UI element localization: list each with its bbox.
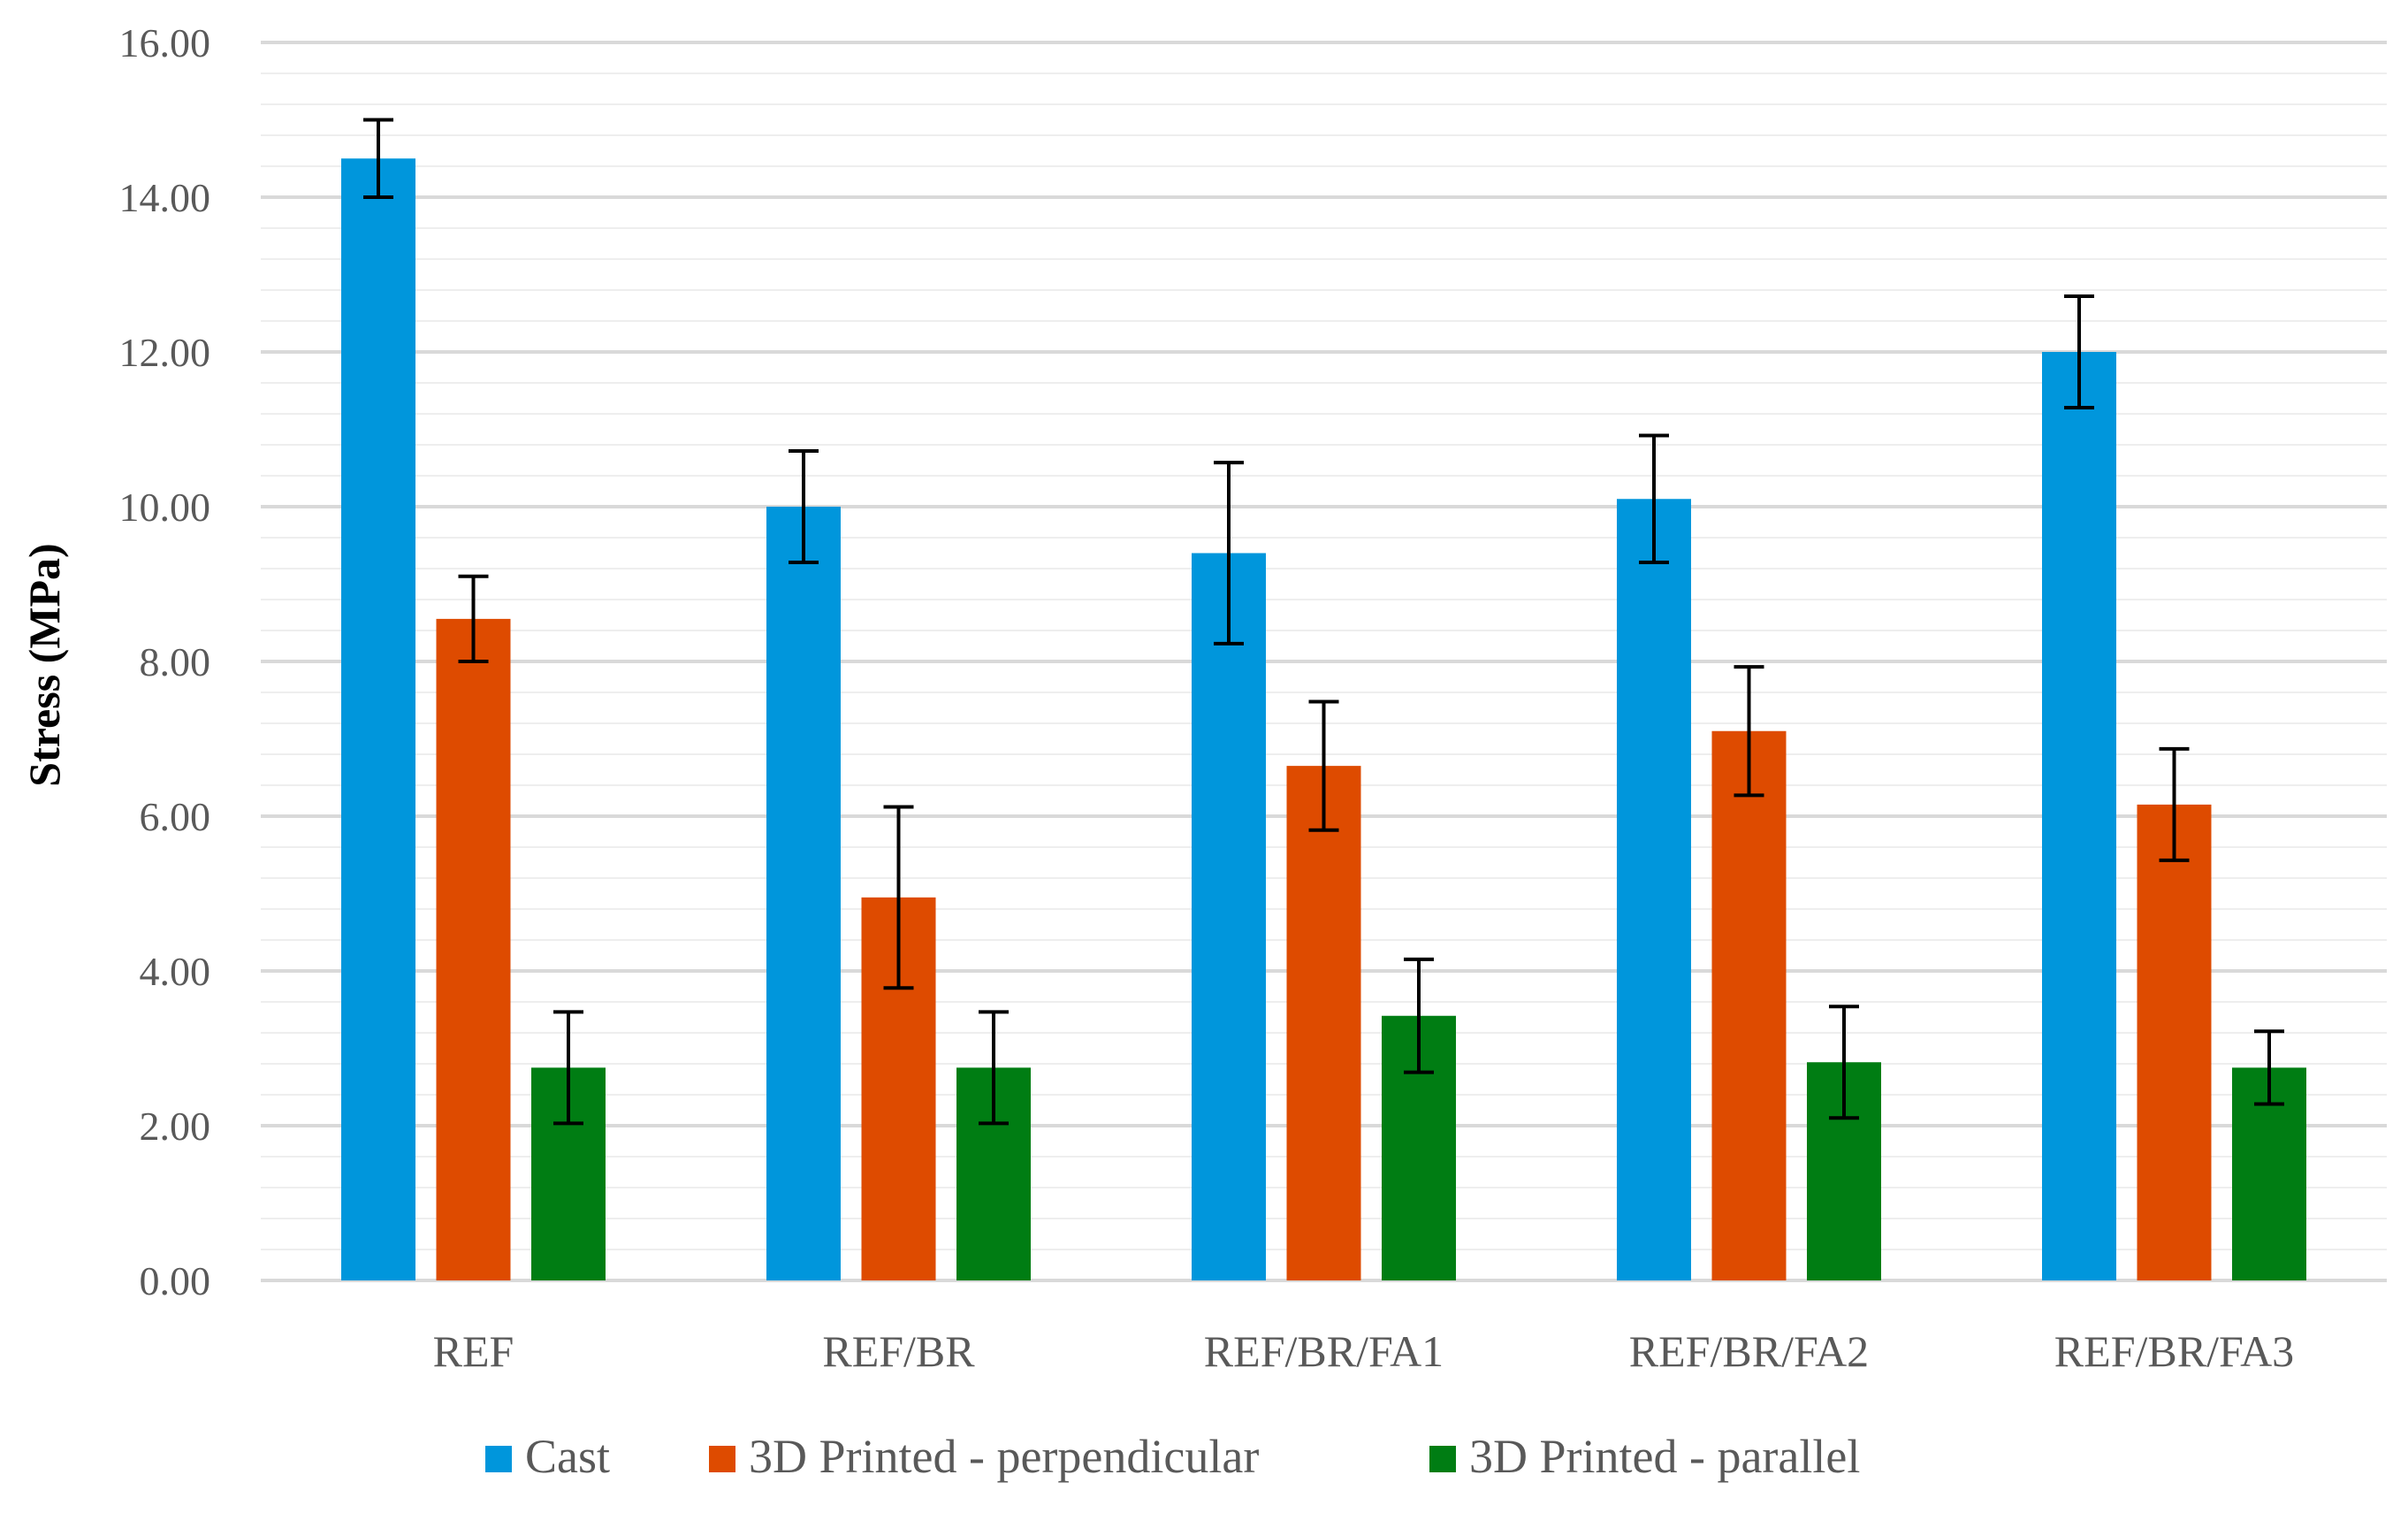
bar-ref-br-fa2-3d-printed-perpendicular (1711, 730, 1787, 1280)
category-label-ref: REF (433, 1326, 514, 1376)
bar-ref-br-fa1-3d-printed-perpendicular (1286, 766, 1361, 1280)
y-tick-label: 12.00 (119, 330, 211, 375)
error-bar-ref-3d-printed-perpendicular (458, 574, 489, 663)
legend-label: 3D Printed - parallel (1469, 1430, 1860, 1483)
y-axis-label: Stress (MPa) (19, 543, 69, 786)
error-bar-ref-br-fa2-cast (1639, 433, 1669, 564)
y-tick-label: 0.00 (140, 1258, 211, 1303)
error-bar-ref-br-fa1-cast (1214, 461, 1244, 646)
y-tick-label: 4.00 (140, 949, 211, 994)
category-label-ref-br: REF/BR (822, 1326, 975, 1376)
category-label-ref-br-fa1: REF/BR/FA1 (1204, 1326, 1444, 1376)
bar-ref-br-fa1-cast (1192, 553, 1266, 1280)
legend-label: Cast (525, 1430, 610, 1483)
error-bar-ref-br-fa1-3d-printed-parallel (1404, 957, 1434, 1074)
error-bar-ref-3d-printed-parallel (553, 1010, 583, 1126)
error-bar-ref-br-3d-printed-perpendicular (883, 805, 914, 990)
bar-ref-br-fa2-cast (1617, 499, 1691, 1280)
error-bar-ref-br-fa2-3d-printed-parallel (1829, 1005, 1859, 1120)
error-bar-ref-br-cast (789, 449, 819, 564)
error-bar-ref-br-fa3-3d-printed-parallel (2254, 1029, 2284, 1106)
x-category-labels: REF REF/BR REF/BR/FA1 REF/BR/FA2 REF/BR/FA3 (433, 1326, 2295, 1376)
bars (341, 158, 2306, 1280)
y-tick-label: 6.00 (140, 794, 211, 839)
error-bar-ref-br-fa3-3d-printed-perpendicular (2159, 746, 2190, 862)
legend-item-3d-printed-parallel: 3D Printed - parallel (1429, 1430, 1860, 1483)
legend: Cast 3D Printed - perpendicular 3D Printed… (485, 1430, 1860, 1483)
legend-item-cast: Cast (485, 1430, 610, 1483)
bar-ref-br-fa3-cast (2042, 352, 2116, 1280)
legend-swatch (709, 1446, 735, 1472)
bar-ref-3d-printed-perpendicular (436, 618, 511, 1280)
error-bars (363, 118, 2284, 1126)
bar-ref-br-fa3-3d-printed-perpendicular (2137, 804, 2212, 1280)
bar-ref-cast (341, 158, 415, 1280)
y-tick-label: 8.00 (140, 639, 211, 684)
error-bar-ref-br-fa3-cast (2064, 294, 2094, 409)
category-label-ref-br-fa3: REF/BR/FA3 (2054, 1326, 2294, 1376)
y-tick-label: 16.00 (119, 20, 211, 65)
error-bar-ref-br-fa2-3d-printed-perpendicular (1734, 665, 1764, 798)
legend-swatch (485, 1446, 512, 1472)
y-tick-label: 14.00 (119, 175, 211, 220)
bar-ref-br-cast (766, 507, 841, 1280)
y-tick-label: 2.00 (140, 1104, 211, 1149)
legend-item-3d-printed-perpendicular: 3D Printed - perpendicular (709, 1430, 1259, 1483)
legend-label: 3D Printed - perpendicular (749, 1430, 1259, 1483)
error-bar-ref-br-fa1-3d-printed-perpendicular (1308, 699, 1339, 832)
error-bar-ref-br-3d-printed-parallel (979, 1010, 1009, 1126)
category-label-ref-br-fa2: REF/BR/FA2 (1629, 1326, 1869, 1376)
error-bar-ref-cast (363, 118, 393, 199)
y-tick-label: 10.00 (119, 485, 211, 530)
y-tick-labels: 0.00 2.00 4.00 6.00 8.00 10.00 12.00 14.00 16.00 (119, 20, 211, 1303)
legend-swatch (1429, 1446, 1456, 1472)
